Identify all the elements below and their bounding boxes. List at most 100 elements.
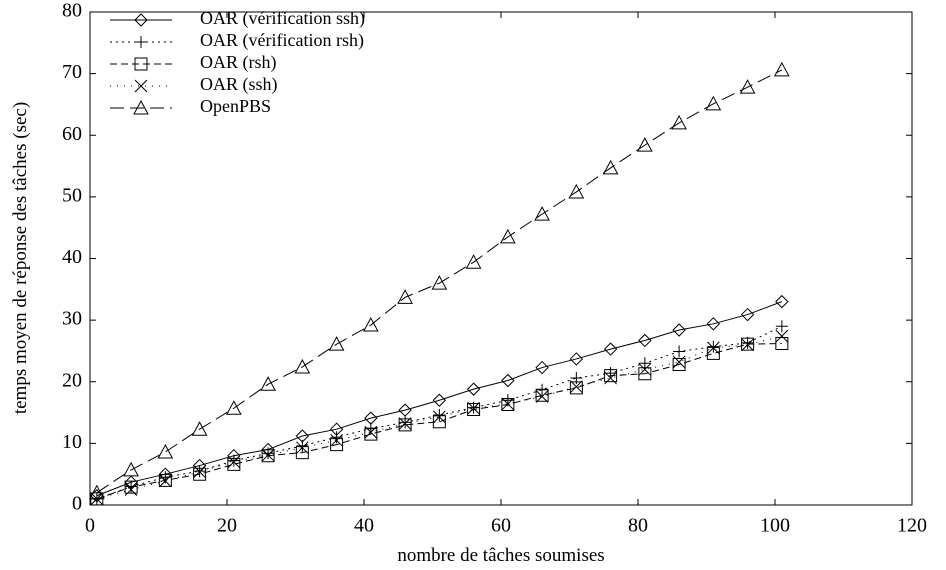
- marker: [638, 333, 652, 348]
- legend-marker: [134, 57, 148, 71]
- marker: [741, 336, 754, 349]
- legend-label: OpenPBS: [200, 96, 271, 116]
- marker: [604, 371, 617, 385]
- marker: [501, 398, 515, 412]
- y-tick-label: 50: [62, 184, 82, 206]
- marker: [706, 317, 721, 331]
- y-tick-label: 60: [62, 123, 82, 145]
- y-tick-label: 40: [62, 246, 82, 268]
- marker: [157, 443, 174, 459]
- marker: [671, 114, 687, 130]
- marker: [465, 254, 482, 269]
- marker: [328, 336, 345, 351]
- y-tick-label: 0: [72, 493, 82, 515]
- marker: [261, 448, 275, 462]
- marker: [569, 352, 584, 366]
- marker: [295, 446, 309, 460]
- marker: [193, 467, 207, 481]
- marker: [501, 397, 515, 411]
- marker: [296, 439, 309, 452]
- series-line: [96, 325, 783, 500]
- marker: [295, 441, 309, 455]
- marker: [432, 410, 446, 424]
- marker: [501, 373, 515, 388]
- marker: [604, 369, 618, 383]
- marker: [125, 480, 138, 493]
- marker: [706, 341, 720, 355]
- marker: [739, 79, 756, 94]
- marker: [775, 294, 789, 309]
- marker: [191, 421, 208, 436]
- marker: [466, 382, 481, 396]
- marker: [638, 363, 652, 376]
- marker: [740, 307, 755, 322]
- marker: [705, 95, 722, 111]
- marker: [330, 431, 343, 444]
- marker: [569, 380, 583, 394]
- marker: [261, 449, 275, 463]
- marker: [707, 340, 720, 353]
- marker: [124, 483, 138, 496]
- marker: [398, 418, 412, 432]
- series-line: [96, 69, 783, 494]
- series-line: [96, 301, 783, 497]
- marker: [89, 484, 105, 500]
- series-line: [96, 343, 782, 500]
- marker: [775, 320, 788, 333]
- marker: [673, 345, 686, 358]
- marker: [227, 457, 241, 471]
- marker: [500, 228, 516, 244]
- marker: [741, 338, 754, 352]
- legend-label: OAR (ssh): [200, 74, 278, 95]
- legend-marker: [133, 99, 149, 115]
- y-tick-label: 70: [62, 61, 82, 83]
- x-tick-label: 0: [85, 515, 95, 537]
- legend-label: OAR (vérification rsh): [200, 30, 364, 51]
- marker: [433, 409, 446, 422]
- marker: [330, 433, 343, 447]
- x-axis-label: nombre de tâches soumises: [397, 545, 604, 566]
- x-tick-label: 80: [628, 515, 648, 537]
- marker: [672, 357, 686, 371]
- x-tick-label: 100: [760, 515, 790, 537]
- x-tick-label: 20: [217, 515, 237, 537]
- marker: [397, 289, 413, 304]
- marker: [226, 400, 242, 415]
- marker: [672, 355, 686, 369]
- marker: [672, 323, 686, 337]
- y-tick-label: 30: [62, 308, 82, 330]
- x-tick-label: 40: [354, 515, 374, 537]
- marker: [294, 358, 311, 374]
- marker: [603, 342, 618, 356]
- marker: [534, 206, 550, 221]
- marker: [432, 393, 447, 407]
- marker: [123, 461, 139, 477]
- marker: [227, 454, 240, 467]
- marker: [432, 415, 446, 429]
- marker: [775, 329, 789, 343]
- marker: [398, 417, 412, 431]
- y-tick-label: 10: [62, 431, 82, 453]
- marker: [535, 390, 549, 403]
- marker: [193, 465, 206, 479]
- marker: [602, 159, 619, 175]
- y-tick-label: 20: [62, 369, 82, 391]
- marker: [227, 455, 241, 469]
- marker: [569, 381, 583, 395]
- marker: [399, 416, 412, 429]
- marker: [467, 402, 481, 416]
- legend-marker: [135, 36, 147, 48]
- marker: [398, 403, 412, 417]
- marker: [535, 360, 549, 375]
- marker: [158, 474, 172, 488]
- marker: [364, 425, 378, 439]
- marker: [363, 317, 379, 332]
- legend-label: OAR (vérification ssh): [200, 8, 365, 29]
- marker: [124, 480, 138, 494]
- marker: [260, 376, 276, 391]
- y-axis-label: temps moyen de réponse des tâches (sec): [10, 102, 31, 414]
- y-tick-label: 80: [62, 0, 82, 22]
- marker: [467, 401, 480, 415]
- marker: [774, 61, 790, 77]
